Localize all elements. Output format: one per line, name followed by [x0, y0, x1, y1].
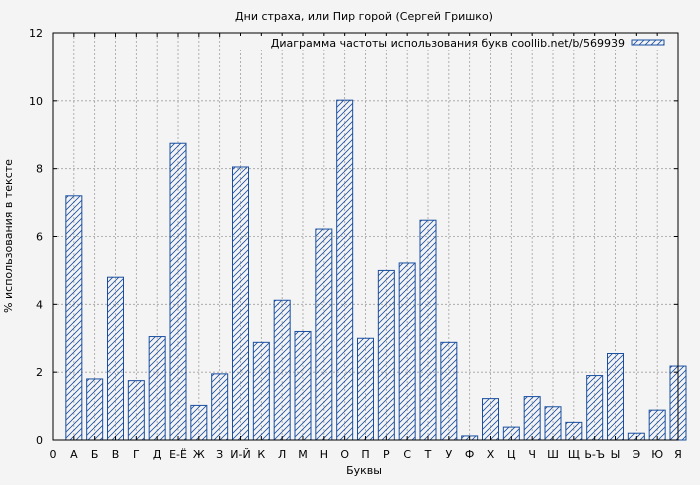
- bar-С: [398, 262, 416, 441]
- bar-П: [357, 337, 374, 441]
- legend-label: Диаграмма частоты использования букв coo…: [271, 37, 625, 50]
- x-tick-label: Э: [632, 448, 640, 461]
- chart-title: Дни страха, или Пир горой (Сергей Гришко…: [235, 10, 493, 23]
- bar-М: [294, 330, 312, 441]
- x-tick-label: Щ: [568, 448, 580, 461]
- x-tick-label: М: [298, 448, 308, 461]
- x-axis-label: Буквы: [346, 464, 382, 477]
- bar-Ь-Ъ: [586, 375, 604, 441]
- bar-Ч: [523, 396, 541, 441]
- y-tick-label: 2: [36, 366, 43, 379]
- x-tick-label: А: [70, 448, 78, 461]
- x-tick-label: П: [361, 448, 369, 461]
- legend-background: [240, 36, 672, 50]
- x-tick-label: У: [445, 448, 452, 461]
- x-tick-label: Х: [487, 448, 495, 461]
- legend-swatch: [631, 39, 665, 46]
- x-tick-label: 0: [50, 448, 57, 461]
- legend: Диаграмма частоты использования букв coo…: [240, 36, 672, 50]
- x-tick-label: И-Й: [230, 448, 250, 461]
- x-tick-label: Д: [153, 448, 162, 461]
- x-tick-label: Н: [320, 448, 328, 461]
- x-tick-label: Ф: [465, 448, 474, 461]
- x-tick-label: Ю: [651, 448, 663, 461]
- bar-И-Й: [232, 166, 249, 441]
- y-tick-label: 8: [36, 163, 43, 176]
- bar-Ш: [544, 406, 562, 441]
- x-tick-label: З: [216, 448, 223, 461]
- y-axis-ticks: 0 2 4 6 8 10 12: [29, 27, 678, 447]
- y-axis-label: % использования в тексте: [2, 159, 15, 313]
- x-tick-label: О: [340, 448, 349, 461]
- x-tick-label: Ж: [193, 448, 205, 461]
- x-tick-label: Ц: [507, 448, 516, 461]
- bar-З: [211, 373, 229, 441]
- x-tick-label: Л: [278, 448, 286, 461]
- bar-Н: [315, 228, 333, 441]
- x-axis-ticks: 0 А Б В Г Д Е-Ё Ж З И-Й К Л М Н О П Р С Т У Ф Х Ц Ч Ш Щ Ь-Ъ Ы Э Ю Я: [50, 33, 682, 461]
- x-tick-label: Ч: [528, 448, 536, 461]
- y-tick-label: 0: [36, 434, 43, 447]
- bar-Ы: [607, 353, 624, 441]
- bar-У: [440, 341, 458, 441]
- bar-Л: [273, 299, 291, 441]
- bar-Е-Ё: [169, 142, 187, 441]
- x-tick-label: К: [257, 448, 265, 461]
- x-tick-label: Ь-Ъ: [584, 448, 605, 461]
- x-tick-label: Е-Ё: [169, 448, 187, 461]
- x-tick-label: В: [112, 448, 120, 461]
- bar-К: [252, 341, 270, 441]
- y-tick-label: 10: [29, 95, 43, 108]
- x-tick-label: Т: [424, 448, 432, 461]
- y-tick-label: 6: [36, 231, 43, 244]
- bar-Д: [148, 336, 166, 441]
- bar-Ж: [190, 404, 208, 441]
- bar-О: [336, 99, 354, 441]
- bar-Т: [419, 219, 437, 441]
- y-tick-label: 12: [29, 27, 43, 40]
- bar-Х: [482, 398, 499, 441]
- bar-В: [107, 276, 124, 441]
- bar-Б: [86, 378, 104, 441]
- bar-Ю: [648, 409, 666, 441]
- x-tick-label: С: [403, 448, 411, 461]
- x-tick-label: Я: [674, 448, 682, 461]
- x-tick-label: Ш: [547, 448, 559, 461]
- x-tick-label: Б: [91, 448, 99, 461]
- x-tick-label: Г: [133, 448, 140, 461]
- bar-Г: [127, 380, 145, 441]
- y-tick-label: 4: [36, 298, 43, 311]
- bar-Р: [377, 269, 395, 441]
- bar-А: [65, 195, 83, 441]
- x-tick-label: Ы: [611, 448, 621, 461]
- x-tick-label: Р: [383, 448, 390, 461]
